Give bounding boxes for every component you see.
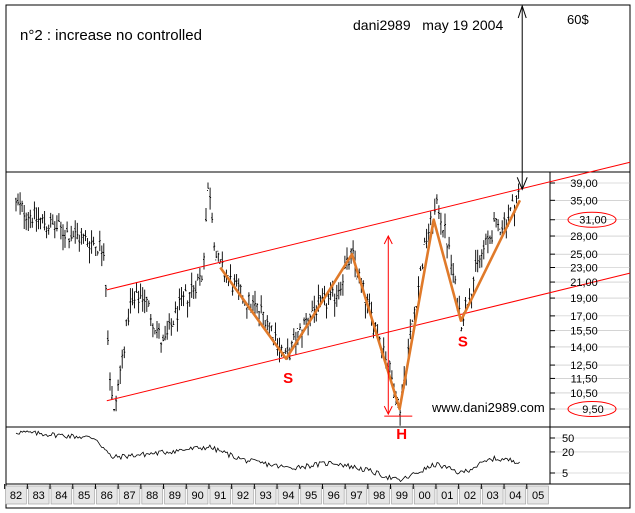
price-tick-label: 35,00	[570, 195, 598, 207]
price-tick-label: 39,00	[570, 178, 598, 190]
time-tick-cell	[28, 485, 50, 505]
time-tick-label: 89	[169, 490, 181, 502]
time-tick-cell	[482, 485, 504, 505]
time-tick-label: 92	[237, 490, 249, 502]
time-tick-label: 00	[418, 490, 430, 502]
time-tick-label: 01	[441, 490, 453, 502]
time-tick-label: 86	[101, 490, 113, 502]
head-height-arrow-bottom	[383, 405, 393, 416]
indicator-line	[15, 430, 520, 483]
watermark: www.dani2989.com	[431, 400, 545, 415]
time-tick-label: 94	[282, 490, 294, 502]
time-tick-cell	[300, 485, 322, 505]
indicator-tick-label: 5	[562, 468, 568, 480]
target-label: 60$	[567, 12, 589, 27]
annotations: S H S	[283, 4, 528, 443]
time-tick-label: 99	[396, 490, 408, 502]
time-tick-label: 82	[10, 490, 22, 502]
time-tick-label: 96	[328, 490, 340, 502]
price-tick-circle	[567, 211, 617, 228]
time-tick-label: 83	[33, 490, 45, 502]
time-tick-label: 90	[191, 490, 203, 502]
price-tick-label: 17,00	[570, 311, 598, 323]
indicator-axis: 50 20 5	[550, 433, 574, 480]
time-tick-cell	[277, 485, 300, 505]
time-tick-label: 84	[55, 490, 67, 502]
time-tick-cell	[323, 485, 345, 505]
price-tick-label: 23,00	[570, 263, 598, 275]
time-tick-cell	[118, 485, 141, 505]
price-tick-label: 15,50	[570, 326, 598, 338]
time-axis: 82 83 84 85 86 87 88 89 90 91 92 93 94 95 96 97 98 99 00 01…	[4, 484, 549, 505]
target-arrow-head-top	[517, 4, 527, 19]
time-tick-label: 03	[487, 490, 499, 502]
time-tick-cell	[527, 485, 549, 505]
price-tick-label: 12,50	[570, 360, 598, 372]
time-tick-label: 97	[350, 490, 362, 502]
pattern-line	[219, 199, 522, 411]
time-tick-cell	[186, 485, 209, 505]
time-tick-label: 87	[123, 490, 135, 502]
price-axis: 39,00 35,00 31,00 28,00 25,00 23,00 21,00 19,00…	[550, 178, 617, 417]
indicator-tick-label: 20	[562, 447, 574, 459]
time-tick-label: 93	[260, 490, 272, 502]
time-tick-cell	[5, 485, 27, 505]
time-tick-cell	[96, 485, 118, 505]
head-shoulders-pattern	[219, 199, 522, 411]
pattern-label-left-shoulder: S	[283, 370, 293, 387]
time-tick-cell	[459, 485, 481, 505]
target-arrow-head-bottom	[516, 177, 528, 191]
pattern-label-right-shoulder: S	[458, 334, 468, 351]
chart-title: n°2 : increase no controlled	[20, 27, 202, 44]
time-tick-cell	[345, 485, 368, 505]
time-tick-cell	[73, 485, 95, 505]
time-tick-label: 85	[78, 490, 90, 502]
time-tick-label: 95	[305, 490, 317, 502]
indicator-series	[15, 430, 520, 483]
price-tick-label: 19,00	[570, 293, 598, 305]
price-tick-circle	[567, 401, 617, 417]
time-tick-cell	[368, 485, 390, 505]
head-height-arrow-top	[383, 234, 393, 245]
grid-lines	[550, 182, 630, 474]
price-tick-label: 14,00	[570, 342, 598, 354]
time-tick-cell	[413, 485, 436, 505]
time-tick-label: 04	[509, 490, 521, 502]
time-tick-cell	[141, 485, 163, 505]
time-tick-cell	[164, 485, 186, 505]
price-tick-label: 10,50	[570, 388, 598, 400]
trend-channel	[106, 161, 631, 402]
pattern-label-head: H	[396, 426, 407, 443]
time-tick-cell	[255, 485, 277, 505]
time-tick-cell	[504, 485, 527, 505]
indicator-tick-label: 50	[562, 433, 574, 445]
time-tick-label: 98	[373, 490, 385, 502]
time-tick-cell	[391, 485, 413, 505]
price-tick-label: 28,00	[570, 231, 598, 243]
time-tick-cell	[50, 485, 73, 505]
time-tick-cell	[209, 485, 231, 505]
channel-lower-line	[106, 272, 631, 402]
time-tick-label: 02	[464, 490, 476, 502]
price-tick-label: 9,50	[582, 404, 603, 416]
channel-upper-line	[106, 161, 631, 291]
price-tick-label: 21,00	[570, 277, 598, 289]
time-tick-label: 05	[532, 490, 544, 502]
chart-byline: dani2989 may 19 2004	[353, 17, 503, 33]
price-tick-label: 31,00	[579, 215, 607, 227]
price-tick-label: 25,00	[570, 249, 598, 261]
time-tick-cell	[232, 485, 254, 505]
time-tick-label: 88	[146, 490, 158, 502]
chart-frame	[5, 4, 631, 509]
price-tick-label: 11,50	[571, 373, 598, 385]
time-tick-cell	[436, 485, 458, 505]
time-tick-label: 91	[214, 490, 226, 502]
